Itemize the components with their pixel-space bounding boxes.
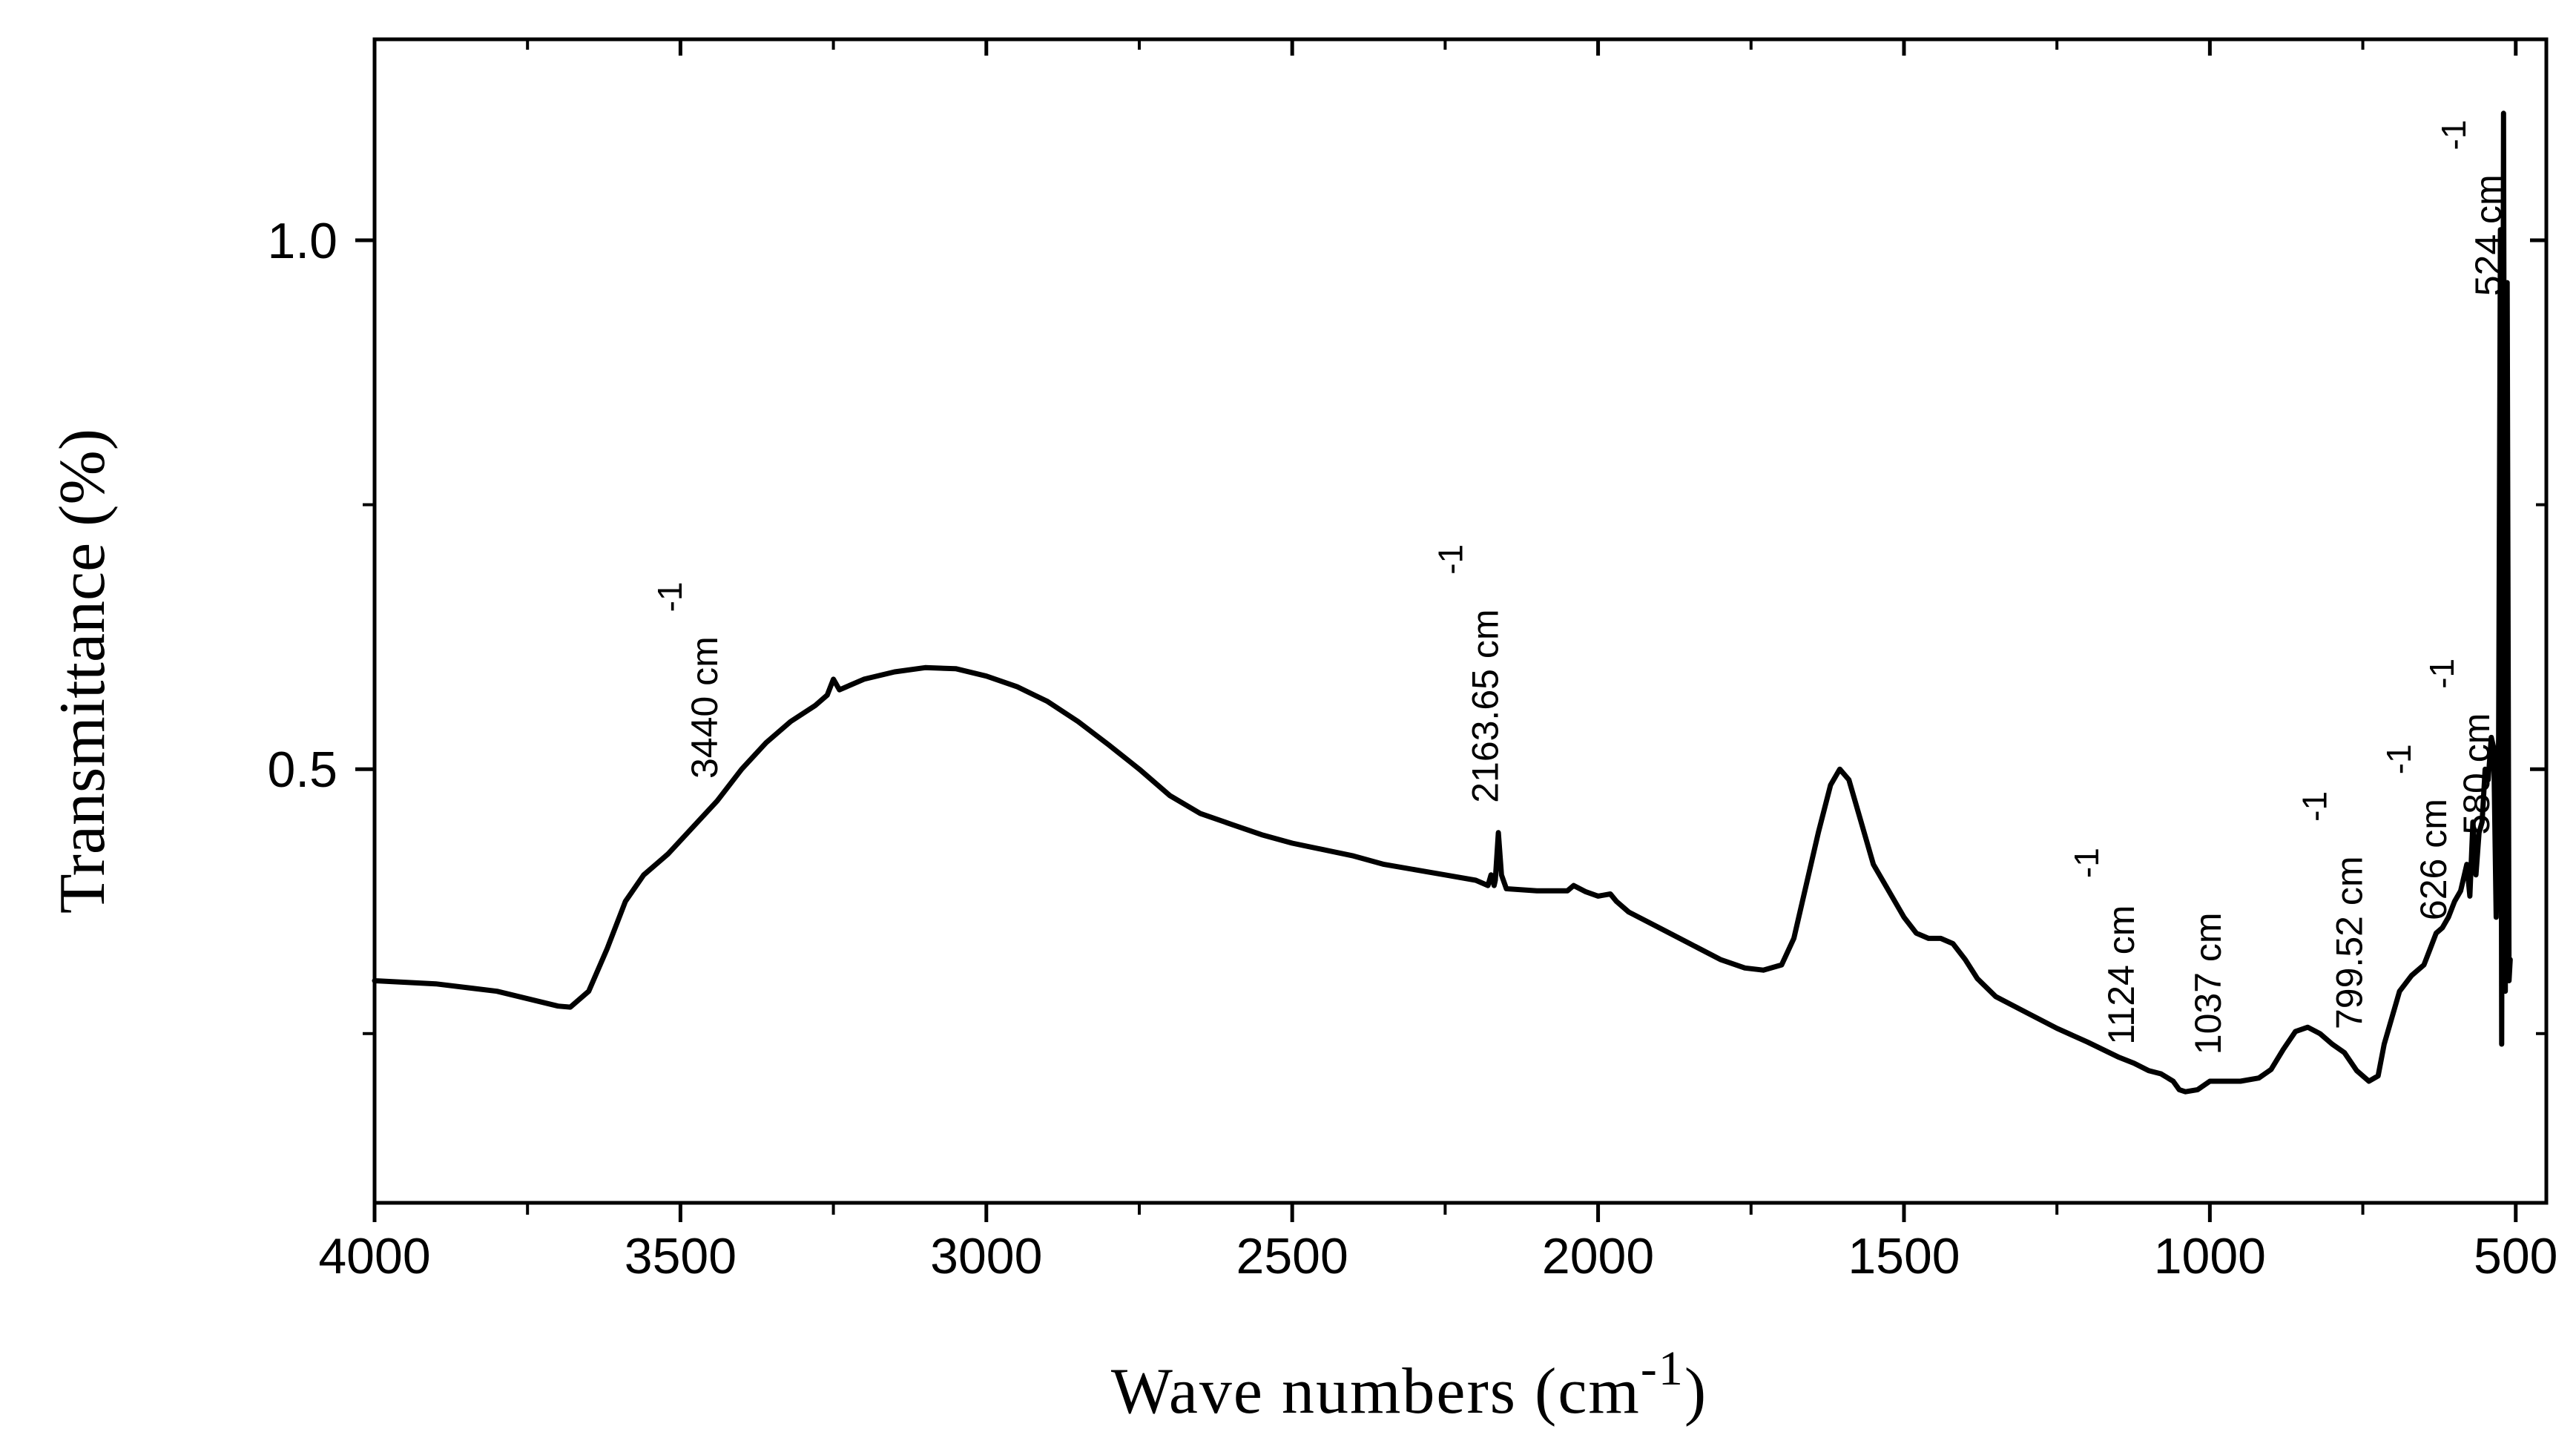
x-tick-label: 1500 bbox=[1848, 1228, 1960, 1284]
x-axis-title-text: Wave numbers (cm bbox=[1111, 1356, 1641, 1428]
peak-annotation: 524 cm -1 bbox=[2434, 120, 2509, 297]
x-tick-label: 3000 bbox=[930, 1228, 1042, 1284]
peak-label: 799.52 cm bbox=[2329, 857, 2371, 1029]
peak-label-sup: -1 bbox=[1432, 544, 1470, 575]
peak-label: 3440 cm bbox=[684, 636, 725, 779]
peak-annotation: 1124 cm -1 bbox=[2067, 848, 2142, 1045]
x-axis-ticks: 4000 3500 3000 2500 2000 1500 1000 500 bbox=[318, 39, 2557, 1284]
peak-annotation: 626 cm -1 bbox=[2379, 744, 2454, 920]
peak-label: 626 cm bbox=[2413, 799, 2454, 920]
x-tick-label: 3500 bbox=[625, 1228, 737, 1284]
x-axis-title: Wave numbers (cm-1) bbox=[1111, 1342, 1707, 1428]
x-tick-label: 500 bbox=[2474, 1228, 2557, 1284]
peak-annotation: 580 cm -1 bbox=[2422, 659, 2497, 835]
x-tick-label: 2500 bbox=[1236, 1228, 1348, 1284]
peak-label-sup: -1 bbox=[2379, 744, 2418, 774]
peak-label-sup: -1 bbox=[2296, 791, 2334, 822]
peak-annotation: 2163.65 cm -1 bbox=[1432, 544, 1506, 803]
peak-label: 1037 cm bbox=[2187, 912, 2229, 1055]
peak-label: 524 cm bbox=[2468, 174, 2509, 296]
y-tick-label: 1.0 bbox=[267, 213, 337, 269]
peak-annotation: 3440 cm -1 bbox=[650, 581, 725, 779]
peak-label: 580 cm bbox=[2456, 713, 2497, 835]
x-axis-title-close: ) bbox=[1684, 1356, 1707, 1428]
peak-label-sup: -1 bbox=[2434, 120, 2473, 151]
x-tick-label: 2000 bbox=[1542, 1228, 1654, 1284]
peak-annotation: 1037 cm bbox=[2187, 912, 2229, 1055]
spectrum-line bbox=[372, 110, 2513, 1095]
peak-label-sup: -1 bbox=[2422, 659, 2461, 689]
plot-frame bbox=[372, 37, 2549, 1205]
peak-annotations: 3440 cm -1 2163.65 cm -1 1124 cm -1 1037 cm 799… bbox=[650, 120, 2509, 1055]
peak-label-sup: -1 bbox=[650, 581, 689, 612]
y-axis-ticks: 1.0 0.5 bbox=[267, 213, 2546, 1035]
y-tick-label: 0.5 bbox=[267, 742, 337, 798]
peak-label-sup: -1 bbox=[2067, 848, 2106, 878]
x-tick-label: 1000 bbox=[2154, 1228, 2266, 1284]
peak-annotation: 799.52 cm -1 bbox=[2296, 791, 2371, 1029]
x-axis-title-sup: -1 bbox=[1641, 1342, 1684, 1396]
peak-label: 2163.65 cm bbox=[1465, 610, 1506, 803]
x-tick-label: 4000 bbox=[318, 1228, 430, 1284]
y-axis-title: Transmittance (%) bbox=[47, 429, 119, 914]
peak-label: 1124 cm bbox=[2101, 905, 2142, 1045]
